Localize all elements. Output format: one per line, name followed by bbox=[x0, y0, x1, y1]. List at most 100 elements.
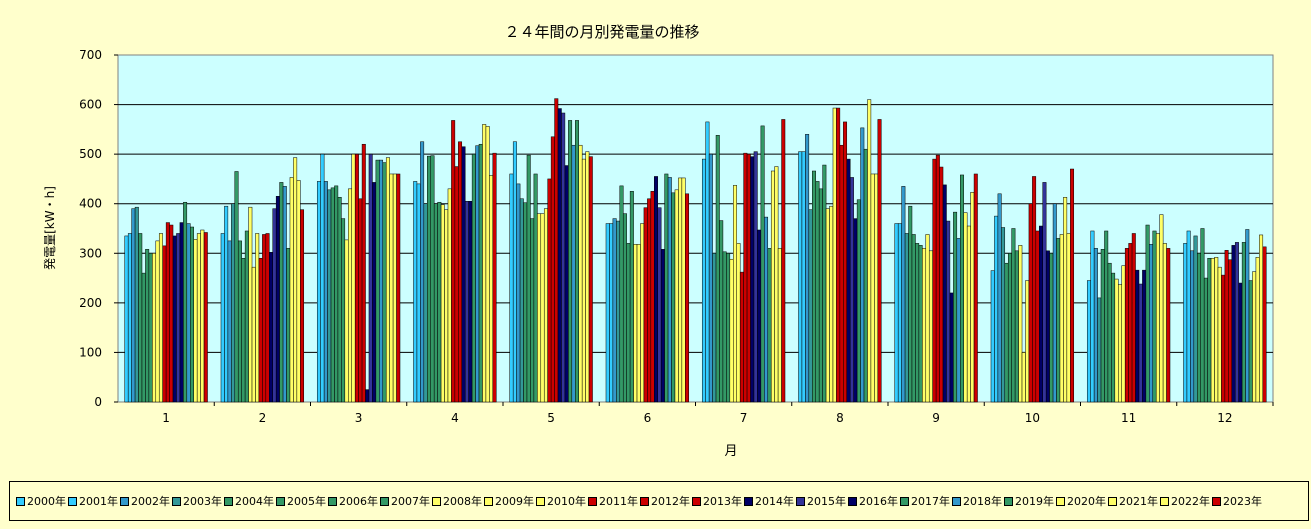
legend-label: 2003年 bbox=[183, 495, 222, 508]
y-tick-label: 200 bbox=[79, 296, 102, 310]
bar-2002年-6 bbox=[612, 218, 617, 403]
bar-2016年-1 bbox=[179, 222, 184, 403]
legend-item: 2022年 bbox=[1160, 493, 1210, 509]
legend-label: 2011年 bbox=[599, 495, 638, 508]
bar-2020年-9 bbox=[963, 212, 968, 403]
bar-2001年-8 bbox=[801, 151, 806, 403]
bar-2019年-3 bbox=[382, 162, 387, 403]
legend-item: 2010年 bbox=[536, 493, 586, 509]
bar-2004年-8 bbox=[812, 170, 816, 403]
bar-2005年-5 bbox=[526, 154, 531, 403]
bar-2001年-10 bbox=[994, 215, 999, 403]
bar-2013年-2 bbox=[265, 233, 270, 403]
bar-2012年-8 bbox=[839, 144, 844, 403]
legend-swatch bbox=[380, 496, 389, 506]
bar-2014年-6 bbox=[654, 176, 658, 403]
bar-2006年-7 bbox=[722, 251, 727, 403]
x-axis-ticks: 1 2 3 4 5 6 7 8 9 10 11 12 bbox=[162, 402, 1274, 425]
bar-2002年-7 bbox=[708, 153, 713, 403]
bar-2012年-7 bbox=[743, 152, 748, 403]
bar-2012年-2 bbox=[262, 234, 267, 403]
bar-2017年-12 bbox=[1241, 242, 1246, 403]
bar-2002年-12 bbox=[1190, 250, 1195, 403]
bar-2009年-6 bbox=[636, 244, 641, 403]
bar-2010年-7 bbox=[736, 243, 741, 403]
bar-2014年-2 bbox=[269, 252, 273, 403]
x-tick-label: 1 bbox=[162, 411, 170, 425]
bar-2005年-8 bbox=[815, 181, 820, 403]
bar-2021年-3 bbox=[389, 173, 394, 403]
bar-2018年-12 bbox=[1245, 229, 1250, 403]
bar-2013年-6 bbox=[650, 191, 655, 403]
bar-2015年-11 bbox=[1138, 283, 1143, 403]
legend-swatch bbox=[692, 496, 701, 506]
bar-2003年-9 bbox=[904, 233, 909, 403]
bar-2015年-1 bbox=[176, 233, 181, 403]
bar-2015年-4 bbox=[464, 200, 469, 403]
legend-label: 2008年 bbox=[443, 495, 482, 508]
bar-2007年-12 bbox=[1207, 257, 1212, 403]
bar-2005年-11 bbox=[1104, 230, 1109, 403]
legend-swatch bbox=[432, 496, 441, 506]
legend-swatch bbox=[224, 496, 233, 506]
bar-2016年-7 bbox=[757, 229, 762, 403]
bar-2022年-6 bbox=[681, 177, 686, 403]
bar-2001年-3 bbox=[320, 153, 325, 403]
bar-2005年-10 bbox=[1007, 253, 1012, 403]
bar-2000年-11 bbox=[1086, 280, 1091, 403]
legend-swatch bbox=[848, 496, 857, 506]
bar-2008年-7 bbox=[729, 258, 734, 403]
bar-2007年-1 bbox=[148, 253, 153, 403]
legend-item: 2017年 bbox=[900, 493, 950, 509]
bar-2016年-9 bbox=[949, 292, 954, 403]
bar-2001年-2 bbox=[224, 205, 229, 403]
bar-2006年-3 bbox=[337, 197, 342, 403]
bar-2009年-8 bbox=[829, 205, 834, 403]
legend-swatch bbox=[172, 496, 181, 506]
bar-2016年-4 bbox=[468, 200, 473, 403]
x-tick-label: 7 bbox=[740, 411, 748, 425]
legend-label: 2014年 bbox=[755, 495, 794, 508]
bar-2018年-5 bbox=[571, 144, 576, 403]
bar-2014年-7 bbox=[750, 156, 755, 403]
bar-2003年-1 bbox=[134, 206, 139, 403]
bar-2010年-8 bbox=[832, 107, 837, 403]
bar-2008年-5 bbox=[537, 213, 542, 403]
bar-2019年-12 bbox=[1248, 280, 1253, 403]
bar-2018年-11 bbox=[1149, 244, 1154, 403]
bar-2001年-4 bbox=[416, 183, 421, 403]
bar-2006年-10 bbox=[1011, 228, 1016, 403]
bar-2004年-6 bbox=[619, 185, 624, 403]
bar-2023年-9 bbox=[973, 173, 978, 403]
bar-2020年-1 bbox=[193, 239, 198, 403]
bar-2017年-3 bbox=[375, 159, 380, 403]
bar-2010年-9 bbox=[928, 250, 933, 403]
gridlines bbox=[118, 104, 1273, 353]
bar-2020年-4 bbox=[482, 124, 487, 403]
bar-2002年-3 bbox=[323, 181, 328, 403]
bar-2014年-3 bbox=[365, 389, 370, 403]
bar-2023年-8 bbox=[877, 119, 882, 403]
bar-series-group bbox=[124, 98, 1267, 403]
bar-2019年-9 bbox=[960, 174, 964, 403]
bar-2018年-7 bbox=[764, 216, 769, 403]
bar-2018年-3 bbox=[379, 159, 384, 403]
legend-swatch bbox=[744, 496, 753, 506]
bar-2002年-10 bbox=[997, 193, 1002, 403]
bar-2007年-6 bbox=[629, 191, 634, 403]
bar-2001年-6 bbox=[609, 223, 614, 403]
bar-2004年-12 bbox=[1197, 253, 1201, 403]
bar-2011年-4 bbox=[451, 120, 456, 403]
bar-2009年-1 bbox=[155, 240, 160, 403]
legend-item: 2021年 bbox=[1108, 493, 1158, 509]
y-tick-label: 100 bbox=[79, 345, 102, 359]
bar-2005年-6 bbox=[622, 213, 627, 403]
bar-2012年-6 bbox=[647, 198, 652, 403]
x-tick-label: 4 bbox=[451, 411, 459, 425]
bar-2000年-10 bbox=[990, 270, 995, 403]
bar-2005年-3 bbox=[334, 185, 339, 403]
bar-2012年-5 bbox=[550, 136, 555, 403]
bar-2011年-8 bbox=[836, 107, 841, 403]
bar-2008年-8 bbox=[825, 208, 830, 403]
bar-2000年-6 bbox=[605, 223, 610, 403]
